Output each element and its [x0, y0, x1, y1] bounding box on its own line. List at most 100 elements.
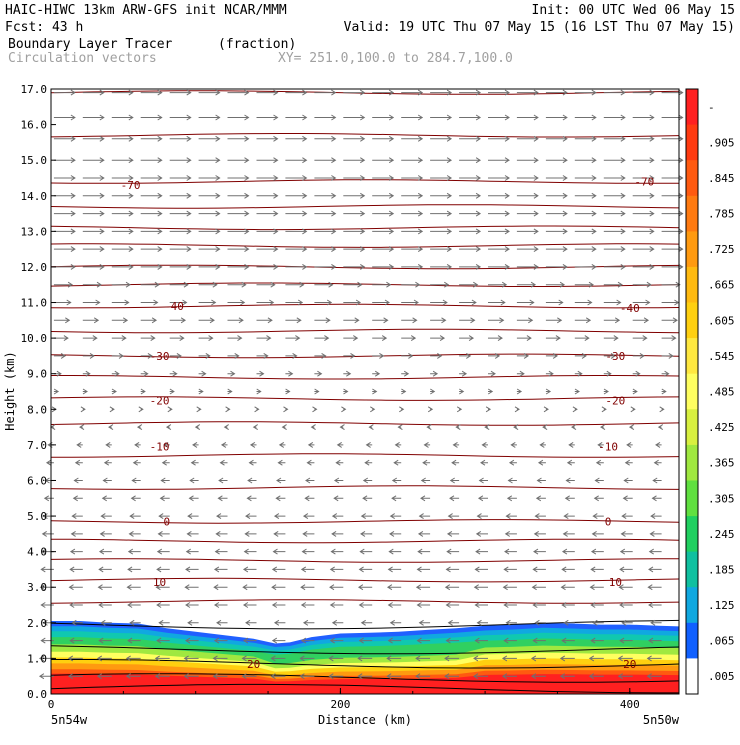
vector-arrow [372, 263, 395, 270]
axes: 0.0 1.0 2.0 3.0 4.0 5.0 6.0 7.0 8.0 9.0 10.0 11.0 12… [21, 83, 640, 711]
vector-arrow [630, 406, 636, 413]
vector-arrow [628, 424, 635, 431]
vector-arrow [111, 263, 134, 270]
vector-arrow [219, 459, 228, 466]
vector-arrow [169, 263, 192, 270]
vector-arrow [300, 637, 315, 644]
vector-arrow [507, 477, 517, 484]
x-tick-label: 400 [620, 698, 640, 711]
vector-arrow [445, 637, 460, 644]
vector-arrow [445, 566, 460, 573]
colorbar-label: .425 [708, 421, 735, 434]
vector-arrow [473, 673, 488, 680]
tracer-field [51, 621, 679, 694]
y-tick-label: 7.0 [27, 439, 47, 452]
contour-label: -70 [121, 179, 141, 192]
vector-arrow [198, 210, 221, 217]
y-tick-label: 5.0 [27, 510, 47, 523]
contour-line [51, 375, 680, 380]
vector-arrow [632, 299, 651, 306]
vector-arrow [364, 459, 373, 466]
vector-arrow [155, 584, 170, 591]
vector-arrow [156, 637, 170, 644]
vector-arrow [459, 157, 482, 164]
vector-arrow [154, 673, 170, 680]
vector-arrow [430, 299, 448, 306]
vector-arrow [329, 602, 344, 608]
vector-arrow [418, 513, 431, 520]
vector-arrow [401, 263, 424, 270]
contour-label: -30 [605, 350, 625, 363]
vector-arrow [111, 281, 131, 288]
colorbar-swatch [686, 658, 698, 695]
vector-arrow [589, 584, 604, 591]
vector-arrow [359, 548, 373, 555]
vector-arrow [190, 459, 199, 466]
vector-arrow [183, 655, 199, 662]
vector-arrow [595, 459, 604, 466]
vector-arrow [256, 317, 273, 324]
vector-arrow [82, 246, 105, 253]
vector-arrow [488, 281, 508, 288]
vector-arrow [401, 157, 424, 164]
vector-arrow [169, 135, 192, 142]
vector-arrow [328, 655, 344, 662]
vector-arrow [388, 548, 402, 555]
vector-arrow [198, 335, 214, 342]
vector-arrow [603, 335, 619, 342]
colorbar-swatch [686, 444, 698, 481]
vector-arrow [394, 441, 402, 448]
vector-arrow [310, 424, 316, 431]
vector-arrow [593, 495, 604, 502]
vector-arrow [127, 602, 141, 608]
colorbar-label: .365 [708, 457, 735, 470]
vector-arrow [154, 655, 170, 662]
vector-arrow [277, 459, 286, 466]
y-tick-label: 9.0 [27, 368, 47, 381]
vector-arrow [358, 566, 373, 573]
contour-line [50, 204, 680, 209]
vector-arrow [603, 210, 626, 217]
vector-arrow [53, 210, 76, 217]
vector-arrow [516, 352, 530, 359]
vector-arrow [140, 175, 163, 181]
vector-arrow [53, 157, 76, 164]
colorbar-label: .665 [708, 279, 735, 292]
vector-arrow [227, 246, 250, 253]
vector-arrow [536, 477, 546, 484]
vector-arrow [285, 281, 305, 288]
vector-arrow [513, 424, 519, 431]
colorbar-label: .545 [708, 350, 735, 363]
vector-arrow [227, 281, 247, 288]
colorbar-swatch [686, 516, 698, 553]
vector-arrow [601, 406, 607, 413]
vector-arrow [167, 406, 173, 413]
vector-arrow [545, 370, 554, 377]
vector-arrow [131, 477, 141, 484]
vector-arrow [401, 175, 424, 181]
vector-arrow [516, 388, 523, 395]
vector-arrow [227, 89, 250, 96]
vector-arrow [594, 477, 604, 484]
vector-arrow [40, 602, 54, 608]
vector-arrow [488, 228, 510, 235]
vector-arrow [420, 477, 431, 484]
vector-arrow [225, 406, 231, 413]
colorbar-label: .605 [708, 314, 735, 327]
vector-arrow [160, 477, 170, 484]
vector-arrow [169, 157, 192, 164]
vector-arrow [545, 352, 559, 359]
vector-arrow [305, 477, 315, 484]
vector-arrow [516, 157, 539, 164]
vector-arrow [488, 192, 510, 199]
vector-arrow [169, 175, 192, 181]
vector-arrow [130, 495, 141, 502]
vector-arrow [216, 619, 228, 626]
contour-line [50, 558, 679, 563]
vector-arrow [227, 192, 250, 199]
vector-arrow [372, 157, 395, 164]
vector-arrow [272, 548, 286, 555]
vector-arrow [401, 228, 424, 235]
vector-arrow [488, 246, 510, 253]
vector-arrow [198, 299, 217, 306]
